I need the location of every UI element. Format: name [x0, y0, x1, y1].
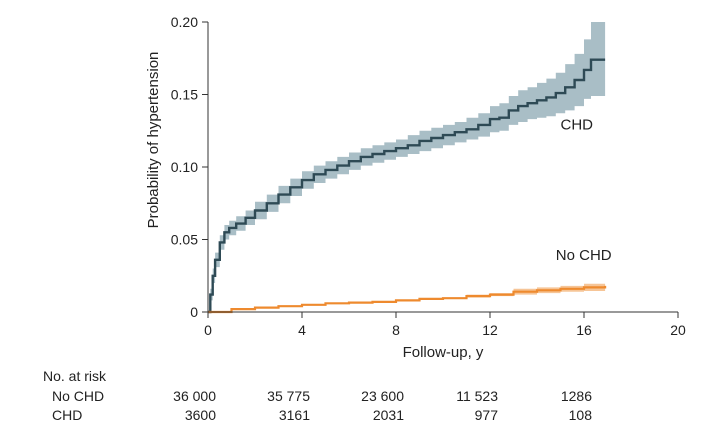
at-risk-value-chd: 977	[475, 407, 499, 423]
chd-ci-band	[208, 22, 606, 312]
at-risk-title: No. at risk	[43, 368, 107, 384]
x-tick-label: 0	[204, 322, 212, 338]
at-risk-value-no-chd: 36 000	[173, 388, 216, 404]
y-tick-label: 0.20	[171, 14, 198, 30]
at-risk-value-no-chd: 35 775	[267, 388, 310, 404]
x-axis-title: Follow-up, y	[403, 344, 484, 361]
at-risk-value-no-chd: 11 523	[456, 388, 498, 404]
at-risk-row-label-chd: CHD	[52, 407, 82, 423]
at-risk-value-no-chd: 23 600	[361, 388, 404, 404]
x-tick-label: 12	[482, 322, 498, 338]
x-tick-label: 20	[670, 322, 686, 338]
confidence-bands	[208, 22, 606, 312]
at-risk-value-chd: 3161	[279, 407, 310, 423]
series-lines	[208, 58, 607, 314]
at-risk-value-chd: 3600	[185, 407, 216, 423]
at-risk-table: No. at risk No CHD 36 000 35 775 23 600 11 5…	[43, 368, 592, 423]
at-risk-row-label-no-chd: No CHD	[52, 388, 104, 404]
y-axis-title: Probability of hypertension	[145, 52, 162, 229]
x-tick-label: 16	[576, 322, 592, 338]
chd-label: CHD	[561, 116, 594, 133]
no-chd-line	[208, 285, 607, 314]
x-tick-label: 8	[392, 322, 400, 338]
axes: 0 0.05 0.10 0.15 0.20 0 4 8 12 16 20	[171, 14, 686, 338]
y-tick-label: 0.05	[171, 232, 198, 248]
y-tick-label: 0	[190, 304, 198, 320]
at-risk-value-chd: 108	[569, 407, 593, 423]
chd-line	[208, 58, 606, 314]
y-tick-label: 0.10	[171, 159, 198, 175]
x-tick-label: 4	[298, 322, 306, 338]
y-tick-label: 0.15	[171, 87, 198, 103]
series-labels: CHD No CHD	[556, 116, 612, 263]
at-risk-value-chd: 2031	[373, 407, 404, 423]
no-chd-label: No CHD	[556, 247, 612, 264]
at-risk-value-no-chd: 1286	[561, 388, 592, 404]
